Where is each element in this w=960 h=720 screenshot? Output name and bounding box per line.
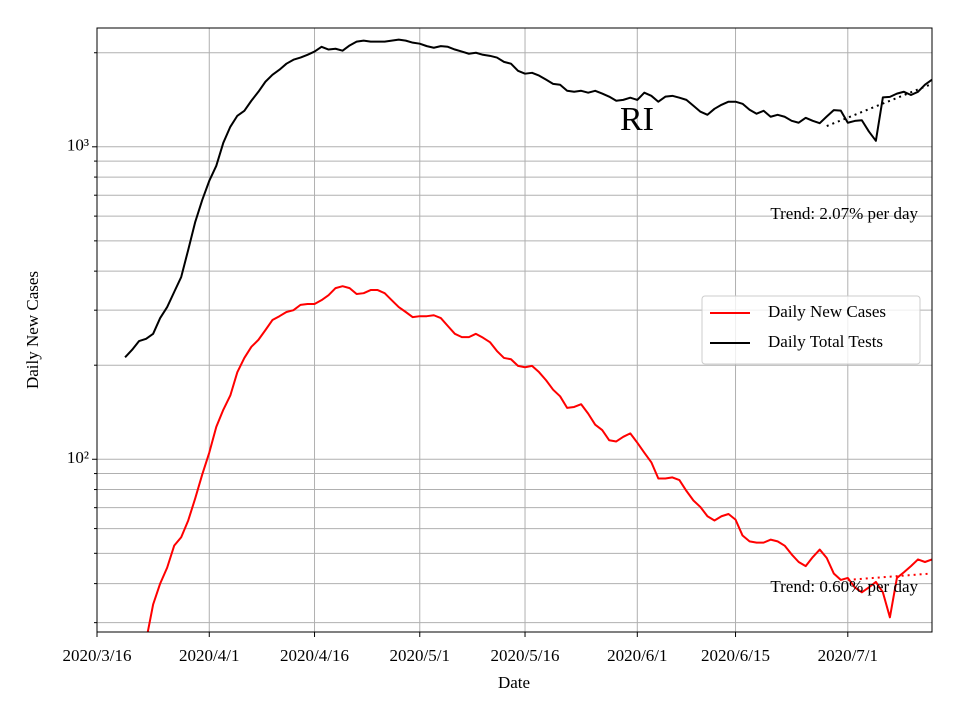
annotations: RI Trend: 2.07% per day Trend: 0.60% per d… <box>620 101 918 596</box>
x-tick-label: 2020/6/1 <box>607 646 667 665</box>
y-axis-label: Daily New Cases <box>23 271 42 389</box>
trend-line <box>826 82 932 128</box>
x-tick-label: 2020/5/1 <box>390 646 450 665</box>
x-tick-label: 2020/4/16 <box>280 646 349 665</box>
legend-box <box>701 295 921 365</box>
annotation: RI <box>620 101 654 138</box>
x-axis-label: Date <box>498 673 530 692</box>
annotation: Trend: 2.07% per day <box>770 204 918 223</box>
data-line <box>146 285 932 632</box>
data-line <box>124 38 932 358</box>
legend-label: Daily New Cases <box>768 302 886 321</box>
x-tick-label: 2020/4/1 <box>179 646 239 665</box>
y-tick-label: 10² <box>67 448 89 467</box>
x-tick-label: 2020/6/15 <box>701 646 770 665</box>
annotation: Trend: 0.60% per day <box>770 577 918 596</box>
x-tick-label: 2020/7/1 <box>818 646 878 665</box>
trend-line <box>847 572 932 581</box>
x-tick-label: 2020/5/16 <box>491 646 560 665</box>
legend-label: Daily Total Tests <box>768 332 883 351</box>
axes-frame <box>96 27 933 633</box>
legend: Daily New Cases Daily Total Tests <box>701 295 921 365</box>
x-tick-label: 2020/3/16 <box>63 646 132 665</box>
y-tick-label: 10³ <box>67 136 89 155</box>
plot-area <box>124 38 932 632</box>
grid <box>96 28 932 632</box>
